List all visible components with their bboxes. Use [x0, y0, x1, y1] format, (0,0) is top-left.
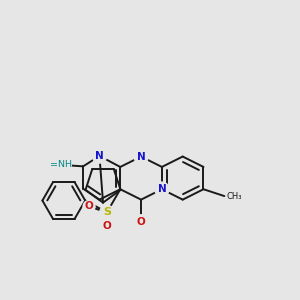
Text: N: N	[137, 152, 146, 161]
Circle shape	[134, 149, 148, 164]
Text: N: N	[158, 184, 166, 194]
Circle shape	[101, 220, 113, 232]
Text: O: O	[85, 202, 93, 212]
Circle shape	[83, 200, 95, 212]
Text: N: N	[95, 151, 104, 161]
Circle shape	[50, 154, 71, 175]
Circle shape	[155, 182, 169, 196]
Text: S: S	[103, 207, 111, 218]
Text: O: O	[137, 217, 146, 227]
Circle shape	[100, 205, 114, 220]
Text: O: O	[103, 221, 111, 231]
Circle shape	[92, 149, 106, 163]
Text: =NH: =NH	[50, 160, 72, 169]
Text: CH₃: CH₃	[227, 192, 242, 201]
Circle shape	[134, 215, 148, 229]
